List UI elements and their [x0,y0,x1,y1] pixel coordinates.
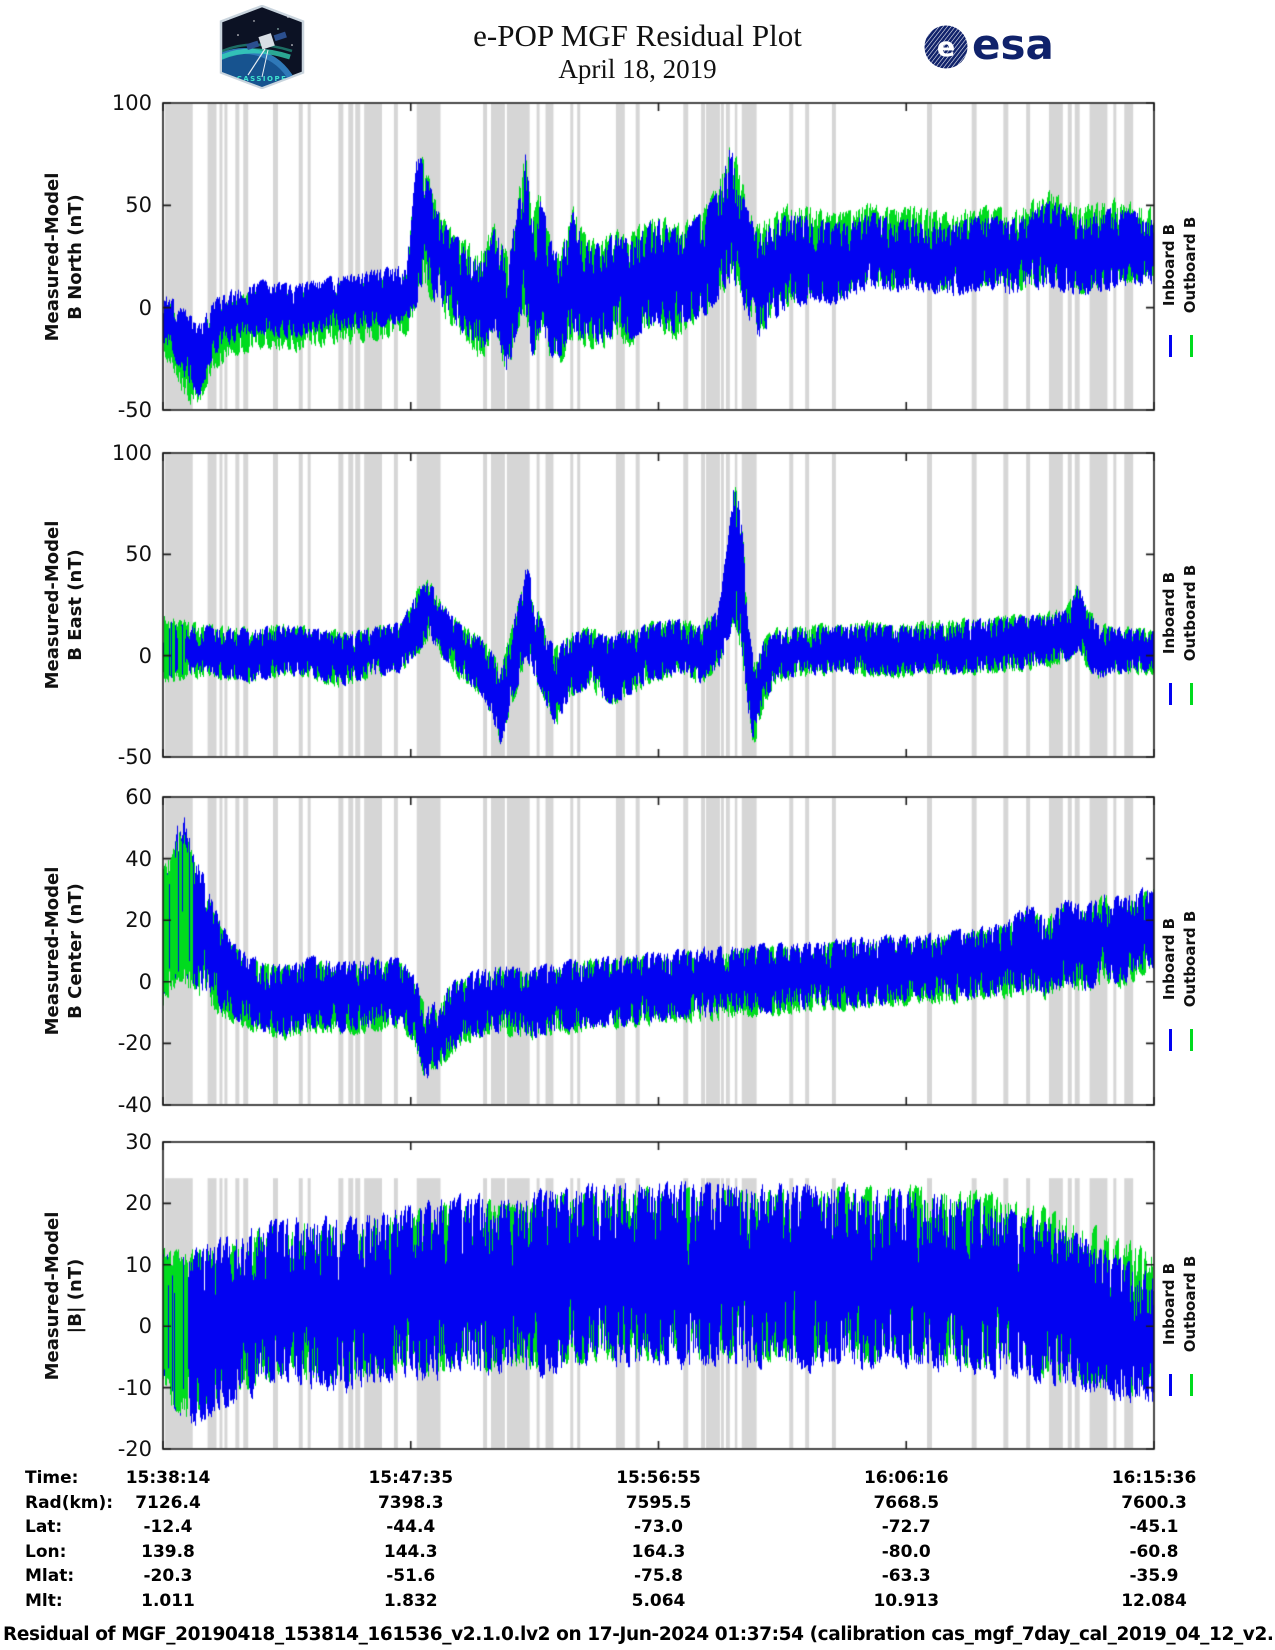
legend-outboard-label: Outboard B [1181,564,1199,662]
y-axis-label-line1: Measured-Model [42,866,63,1036]
y-tick-label: -10 [117,1375,152,1400]
footer-residual-file-info: Residual of MGF_20190418_153814_161536_v… [3,1624,1275,1645]
table-cell: -35.9 [1129,1566,1179,1587]
table-row-label: Time: [25,1468,79,1488]
table-cell: 1.011 [141,1591,195,1611]
table-cell: 5.064 [631,1591,686,1611]
legend-outboard-label: Outboard B [1181,910,1199,1008]
y-axis-label-line2: B East (nT) [65,549,86,661]
table-cell: -51.6 [386,1566,436,1587]
legend-inboard-marker [1169,1029,1172,1051]
legend-inboard-marker [1169,1373,1172,1396]
y-tick-label: 20 [125,1191,152,1216]
y-tick-label: 20 [125,908,152,933]
table-row-label: Rad(km): [25,1492,114,1513]
legend-inboard-label: Inboard B [1160,1262,1178,1345]
table-cell: 7126.4 [135,1492,201,1513]
y-tick-label: -50 [117,398,152,422]
table-cell: -60.8 [1129,1541,1179,1562]
y-tick-label: 0 [138,969,152,994]
table-cell: -73.0 [634,1517,683,1538]
y-axis-label-line1: Measured-Model [42,172,63,341]
y-axis-label-line2: B Center (nT) [65,883,86,1019]
y-axis-label-line1: Measured-Model [42,520,63,690]
y-tick-label: -50 [117,745,152,769]
table-cell: -72.7 [881,1517,931,1538]
table-cell: 12.084 [1121,1591,1187,1611]
table-row-label: Mlt: [25,1591,63,1611]
table-cell: -12.4 [143,1517,193,1538]
panel-legend: Inboard B Outboard B [1159,1255,1201,1352]
table-cell: -44.4 [386,1517,436,1538]
y-tick-label: 0 [138,295,152,320]
y-tick-label: 10 [125,1252,152,1277]
legend-outboard-label: Outboard B [1181,1255,1199,1352]
y-axis-label: Measured-Model B North (nT) [41,172,87,341]
y-tick-label: -20 [117,1437,152,1461]
y-axis-label: Measured-Model |B| (nT) [41,1211,87,1380]
legend-inboard-marker [1169,334,1172,357]
legend-outboard-marker [1190,683,1193,705]
legend-outboard-marker [1190,1029,1193,1051]
legend-outboard-marker [1190,334,1193,357]
table-cell: 7600.3 [1121,1492,1187,1513]
y-tick-label: 60 [125,785,152,809]
panel-legend: Inboard B Outboard B [1159,565,1201,662]
table-cell: -80.0 [881,1541,931,1562]
panel-legend: Inboard B Outboard B [1159,216,1201,313]
table-cell: 1.832 [383,1591,438,1611]
legend-inboard-marker [1169,683,1172,705]
y-axis-label: Measured-Model B East (nT) [41,521,87,690]
panel-legend: Inboard B Outboard B [1159,911,1201,1008]
table-cell: 164.3 [631,1541,686,1562]
table-cell: 16:15:36 [1111,1468,1197,1488]
table-cell: -20.3 [143,1566,193,1587]
table-cell: -63.3 [881,1566,931,1587]
y-tick-label: -40 [117,1093,152,1117]
table-cell: 7398.3 [377,1492,444,1513]
table-cell: -75.8 [634,1566,683,1587]
y-axis-label-line2: B North (nT) [65,193,86,320]
y-tick-label: 0 [138,1314,152,1339]
y-tick-label: -20 [117,1031,152,1056]
table-row-label: Lon: [25,1541,67,1562]
table-cell: 144.3 [383,1541,438,1562]
legend-inboard-label: Inboard B [1160,917,1178,1001]
table-row-label: Lat: [25,1517,63,1538]
y-axis-label-line1: Measured-Model [42,1211,63,1380]
table-cell: 16:06:16 [863,1468,949,1488]
table-row-label: Mlat: [25,1566,75,1587]
legend-inboard-label: Inboard B [1160,223,1178,306]
legend-inboard-label: Inboard B [1160,571,1178,655]
y-tick-label: 50 [125,542,152,567]
y-tick-label: 30 [125,1130,152,1154]
y-axis-label-line2: |B| (nT) [65,1258,86,1333]
table-cell: 15:38:14 [125,1468,211,1488]
table-cell: -45.1 [1129,1517,1179,1538]
y-tick-label: 100 [111,91,152,115]
table-cell: 7595.5 [625,1492,692,1513]
table-cell: 139.8 [141,1541,195,1562]
y-tick-label: 100 [111,441,152,465]
legend-outboard-marker [1190,1373,1193,1396]
legend-outboard-label: Outboard B [1181,216,1199,313]
table-cell: 10.913 [873,1591,940,1611]
y-tick-label: 0 [138,643,152,668]
table-cell: 15:47:35 [368,1468,454,1488]
y-tick-label: 40 [125,846,152,871]
table-cell: 15:56:55 [616,1468,701,1488]
y-tick-label: 50 [125,193,152,218]
y-axis-label: Measured-Model B Center (nT) [41,867,87,1036]
table-cell: 7668.5 [873,1492,940,1513]
